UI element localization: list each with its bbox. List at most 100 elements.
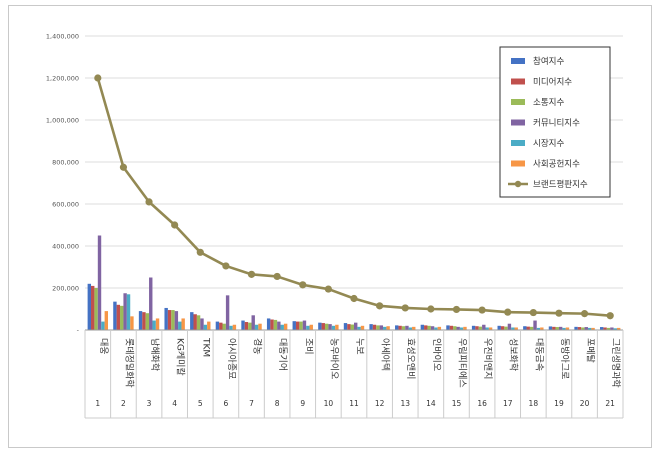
bar-사회공헌지수 (591, 327, 595, 330)
bar-사회공헌지수 (130, 316, 134, 330)
bar-참여지수 (113, 301, 117, 330)
bar-시장지수 (536, 327, 541, 330)
line-point (555, 309, 563, 317)
line-point (606, 312, 614, 320)
bar-사회공헌지수 (360, 325, 365, 330)
bar-참여지수 (164, 307, 168, 330)
bar-커뮤니티지수 (97, 235, 102, 330)
bar-참여지수 (471, 325, 476, 330)
category-label: 남해화학 (149, 338, 160, 371)
bar-시장지수 (229, 325, 233, 330)
bar-미디어지수 (449, 325, 454, 330)
bar-참여지수 (190, 312, 194, 330)
bar-커뮤니티지수 (584, 327, 588, 330)
rank-label: 20 (580, 399, 590, 408)
bar-소통지수 (120, 305, 124, 330)
bar-시장지수 (331, 325, 336, 330)
bar-사회공헌지수 (514, 327, 518, 330)
rank-label: 1 (95, 399, 100, 408)
bar-커뮤니티지수 (405, 325, 409, 330)
category-label: 효성오앤비 (405, 338, 416, 379)
bar-미디어지수 (270, 319, 274, 330)
bar-커뮤니티지수 (149, 277, 153, 330)
bar-커뮤니티지수 (328, 324, 332, 330)
bar-시장지수 (383, 326, 387, 330)
rank-label: 9 (300, 399, 305, 408)
bar-커뮤니티지수 (456, 326, 460, 330)
bar-참여지수 (446, 325, 450, 330)
rank-label: 10 (324, 399, 334, 408)
bar-사회공헌지수 (181, 318, 185, 330)
bar-소통지수 (94, 288, 98, 330)
legend-label: 소통지수 (533, 98, 564, 108)
category-label: 포메탈 (585, 338, 596, 363)
bar-시장지수 (280, 324, 284, 330)
y-tick-label: 1,400,000 (46, 33, 79, 41)
line-point (299, 281, 307, 289)
category-label: 그린생명과학 (610, 338, 621, 388)
bar-시장지수 (511, 327, 515, 330)
bar-미디어지수 (295, 321, 300, 330)
line-point (145, 198, 153, 206)
rank-label: 14 (426, 399, 436, 408)
legend-swatch (511, 58, 525, 64)
category-label: 대동금속 (533, 338, 544, 371)
line-point (196, 248, 204, 256)
category-label: 조비 (303, 338, 314, 355)
bar-사회공헌지수 (258, 323, 262, 330)
rank-label: 16 (477, 399, 487, 408)
bar-시장지수 (178, 321, 182, 330)
bar-미디어지수 (603, 327, 607, 330)
bar-시장지수 (408, 327, 413, 330)
bar-커뮤니티지수 (533, 320, 537, 330)
line-point (504, 308, 512, 316)
rank-label: 21 (605, 399, 615, 408)
bar-사회공헌지수 (104, 311, 109, 330)
legend-swatch (511, 140, 525, 146)
category-label: 아시아종묘 (226, 338, 237, 379)
bar-참여지수 (215, 321, 220, 330)
bar-참여지수 (292, 321, 296, 330)
bar-소통지수 (427, 325, 431, 330)
rank-label: 5 (198, 399, 203, 408)
y-tick-label: 600,000 (52, 201, 79, 209)
bar-미디어지수 (347, 324, 351, 330)
bar-커뮤니티지수 (174, 311, 179, 330)
bar-커뮤니티지수 (123, 293, 127, 330)
line-point (350, 294, 358, 303)
bar-시장지수 (203, 324, 208, 330)
bar-커뮤니티지수 (225, 295, 230, 330)
bar-시장지수 (459, 327, 464, 330)
bar-소통지수 (171, 310, 175, 330)
bar-시장지수 (306, 325, 310, 330)
bar-소통지수 (581, 327, 585, 330)
bar-참여지수 (138, 311, 143, 330)
category-label: 대웅 (98, 338, 109, 355)
bar-소통지수 (196, 315, 201, 330)
bar-참여지수 (548, 326, 553, 330)
category-label: 아세아텍 (380, 338, 391, 371)
y-tick-label: 1,000,000 (46, 117, 79, 125)
y-tick-label: - (77, 327, 80, 335)
bar-참여지수 (599, 327, 604, 330)
line-point (171, 221, 179, 229)
gridlines (85, 35, 623, 331)
bar-참여지수 (523, 326, 527, 330)
y-axis-ticks: - 200,000 400,000 600,000 800,000 1,000,000 1,… (46, 33, 80, 335)
rank-label: 13 (400, 399, 410, 408)
bar-소통지수 (555, 327, 559, 330)
bar-커뮤니티지수 (507, 323, 512, 330)
line-point (401, 304, 409, 312)
bar-사회공헌지수 (437, 326, 442, 330)
category-label: 롯데정밀화학 (123, 338, 135, 388)
line-point (452, 305, 461, 314)
bar-사회공헌지수 (616, 327, 621, 330)
line-point (376, 302, 384, 310)
y-tick-label: 1,200,000 (46, 75, 79, 83)
rank-label: 11 (349, 399, 359, 408)
bar-미디어지수 (321, 323, 325, 330)
bar-소통지수 (350, 324, 354, 330)
bar-커뮤니티지수 (200, 318, 204, 330)
bar-소통지수 (376, 325, 380, 330)
